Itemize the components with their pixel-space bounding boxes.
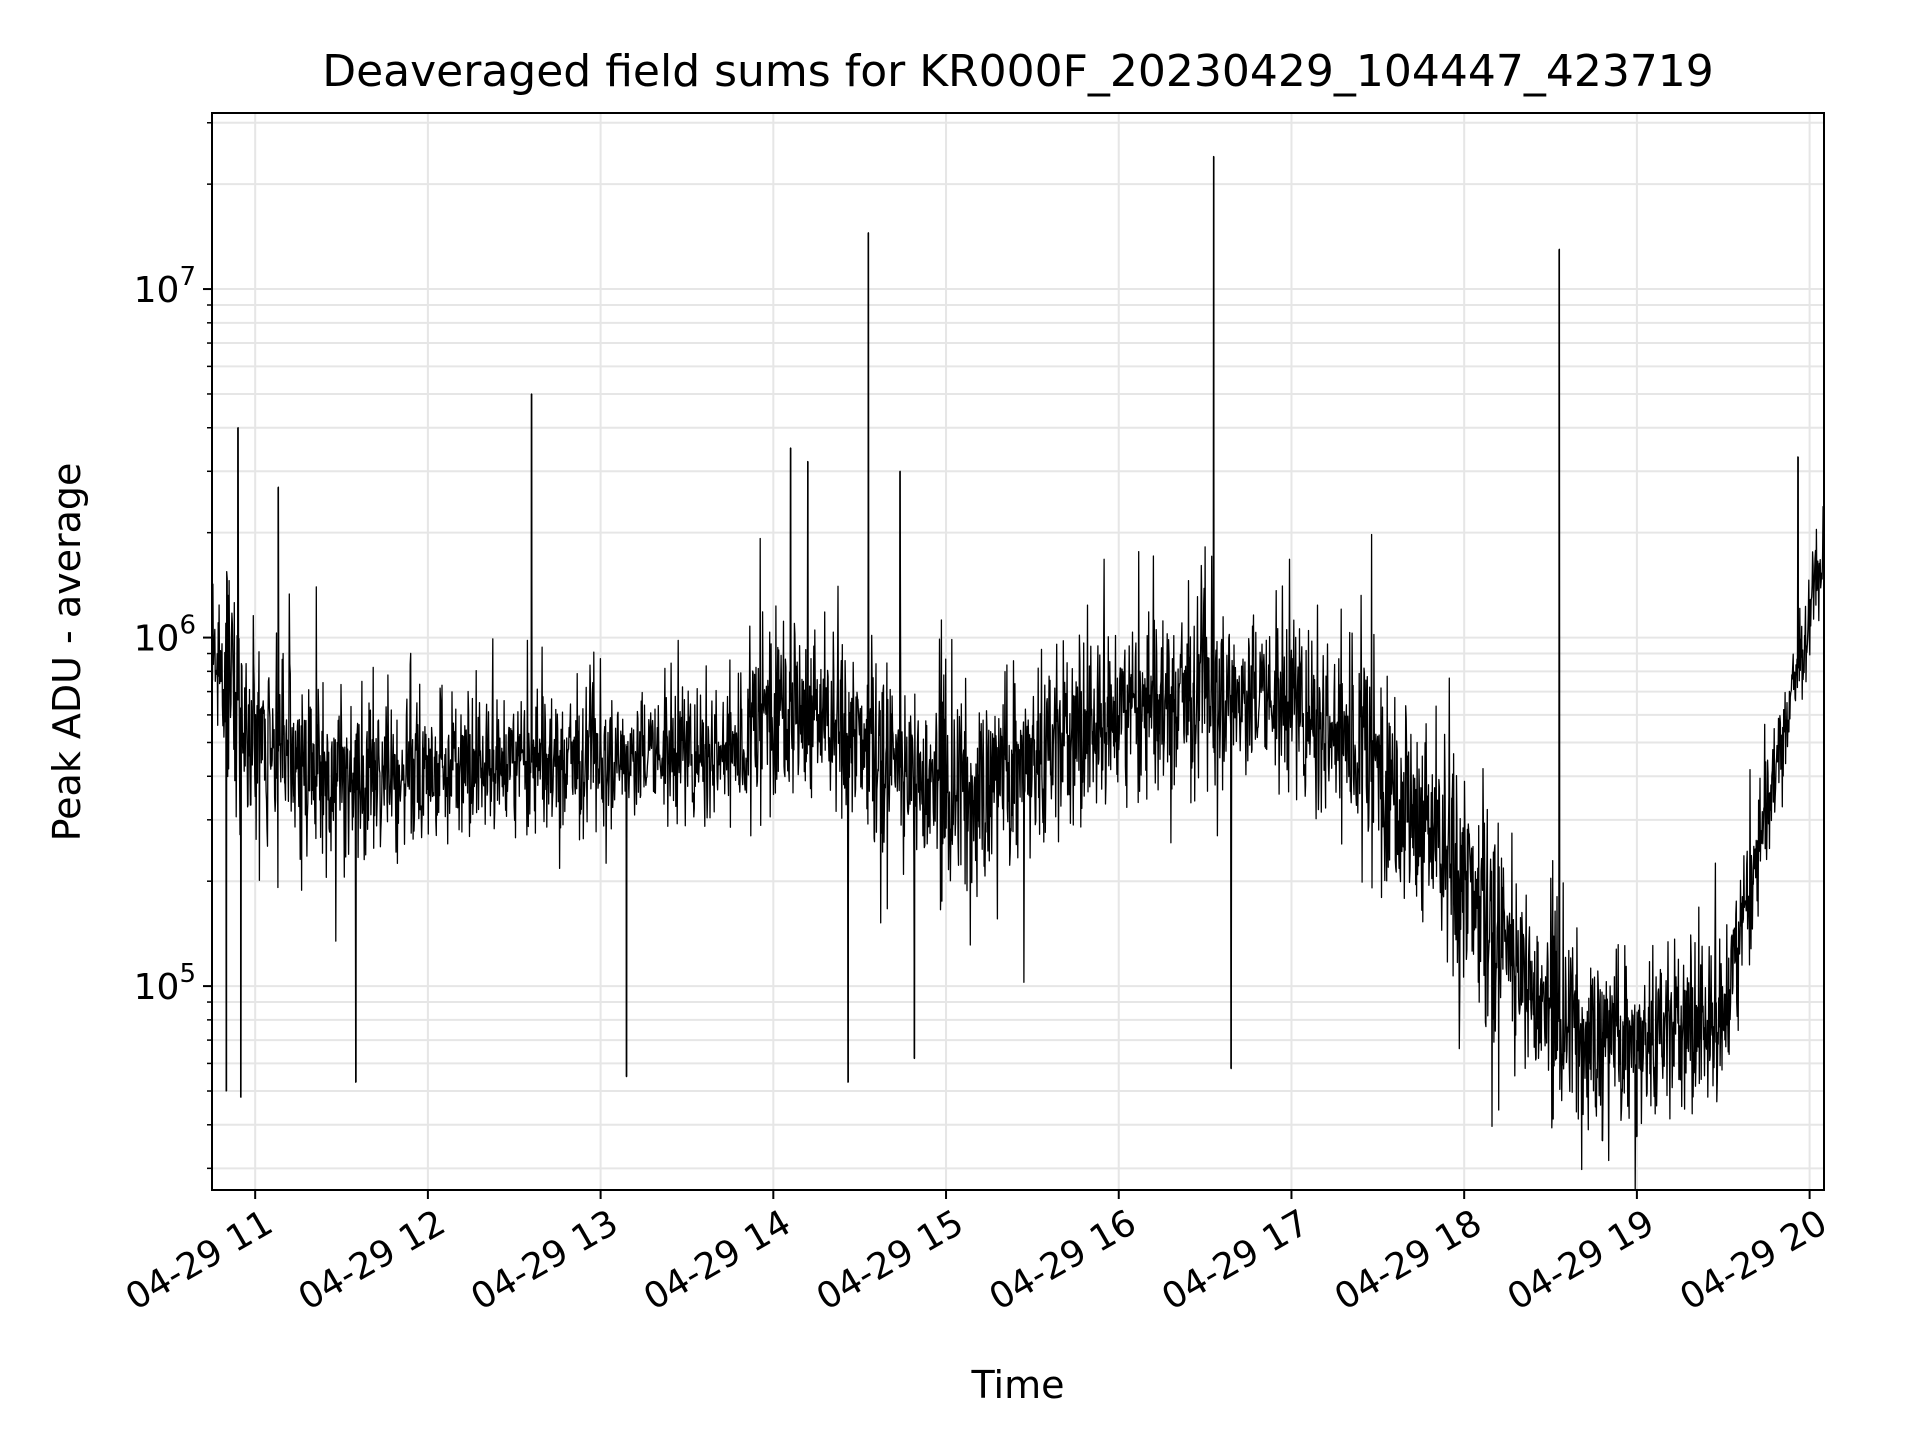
series-line xyxy=(211,155,1825,1191)
y-tick-label: 107 xyxy=(134,262,196,311)
y-tick-label: 106 xyxy=(134,611,196,660)
data-series xyxy=(211,155,1825,1191)
y-tick-label: 105 xyxy=(134,959,196,1008)
y-axis-label: Peak ADU - average xyxy=(45,463,89,842)
chart-title: Deaveraged field sums for KR000F_2023042… xyxy=(322,46,1714,97)
plot-area-frame xyxy=(211,112,1825,1191)
x-axis-label: Time xyxy=(971,1363,1065,1407)
y-axis: 105 106 107 xyxy=(134,122,212,1170)
